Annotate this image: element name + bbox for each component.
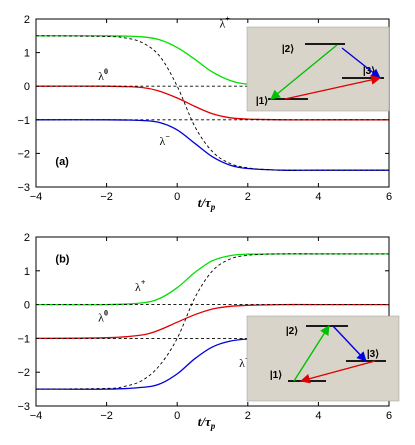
curve-label: λ+ [220, 14, 231, 30]
x-tick-label: 0 [174, 191, 180, 203]
x-axis-label: t/τp [198, 195, 216, 212]
dashed-reference-line [36, 253, 389, 390]
x-tick-label: 0 [174, 410, 180, 422]
y-tick-label: −3 [17, 182, 30, 194]
y-tick-label: 0 [24, 300, 30, 312]
level-label-3: |3⟩ [363, 66, 375, 77]
curve-label: λ+ [135, 278, 146, 294]
x-tick-label: −4 [30, 191, 43, 203]
y-tick-label: −1 [17, 333, 30, 345]
transition-arrow-3-1 [300, 360, 376, 384]
dashed-reference-line [36, 35, 389, 171]
x-tick-label: 2 [245, 191, 251, 203]
transition-arrow-1-2 [293, 325, 330, 382]
transition-arrow-2-3 [332, 325, 367, 362]
level-label-2: |2⟩ [282, 44, 294, 55]
y-tick-label: −2 [17, 148, 30, 160]
level-label-1: |1⟩ [270, 370, 282, 381]
x-tick-label: 4 [315, 191, 321, 203]
y-tick-label: 0 [24, 81, 30, 93]
transition-arrow-1-3 [284, 75, 381, 100]
x-tick-label: 6 [386, 191, 392, 203]
x-tick-label: −2 [100, 410, 113, 422]
x-tick-label: −2 [100, 191, 113, 203]
inset-level-diagram: |1⟩ |2⟩ |3⟩ [246, 26, 390, 112]
y-tick-label: 1 [24, 48, 30, 60]
panel-label: (b) [55, 253, 69, 265]
curve-label: λ0 [98, 67, 108, 83]
curve-label: λ0 [98, 309, 108, 325]
panel-label: (a) [55, 156, 69, 168]
x-axis-label: t/τp [198, 414, 216, 431]
y-tick-label: 1 [24, 266, 30, 278]
y-tick-label: 2 [24, 14, 30, 26]
y-tick-label: −3 [17, 401, 30, 413]
inset-level-diagram: |1⟩ |2⟩ |3⟩ [246, 315, 400, 402]
y-tick-label: −1 [17, 115, 30, 127]
level-label-1: |1⟩ [256, 96, 268, 107]
x-tick-label: 2 [245, 410, 251, 422]
y-tick-label: 2 [24, 232, 30, 244]
chart-panel-a: −4 −2 0 2 4 6 −3 −2 −1 0 1 2 λ+ λ0 λ− (a) t/τp |1⟩ |2⟩ |3⟩ [17, 14, 392, 212]
series-line-lambda-zero [36, 303, 389, 340]
level-label-3: |3⟩ [367, 349, 379, 360]
transition-arrow-2-3 [341, 47, 381, 79]
y-tick-label: −2 [17, 367, 30, 379]
x-tick-label: −4 [30, 410, 43, 422]
level-label-2: |2⟩ [286, 326, 298, 337]
transition-arrow-1-2 [270, 44, 338, 100]
x-tick-label: 4 [315, 410, 321, 422]
x-tick-label: 6 [386, 410, 392, 422]
series-line-lambda-zero [36, 85, 389, 121]
curve-label: λ− [160, 132, 171, 148]
